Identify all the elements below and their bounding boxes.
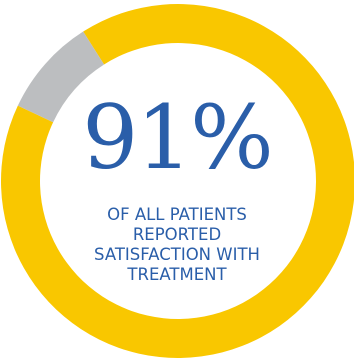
caption-line: SATISFACTION WITH xyxy=(94,245,260,264)
donut-slice-other xyxy=(17,31,105,123)
stat-caption: OF ALL PATIENTS REPORTED SATISFACTION WI… xyxy=(67,205,287,285)
caption-line: OF ALL PATIENTS xyxy=(107,205,247,224)
stat-value: 91% xyxy=(82,86,274,189)
caption-line: TREATMENT xyxy=(127,265,227,284)
caption-line: REPORTED xyxy=(132,225,222,244)
